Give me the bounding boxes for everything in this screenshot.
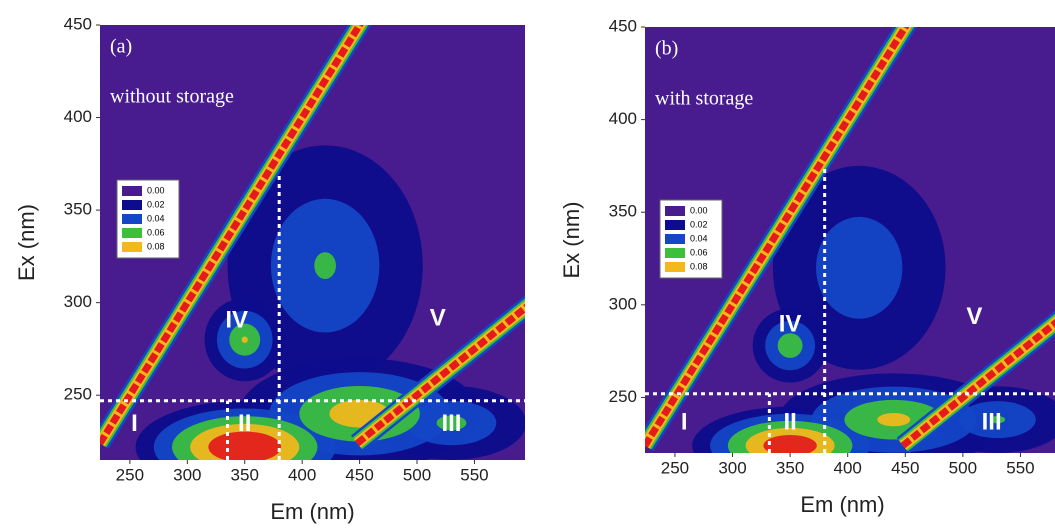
x-tick-label: 300: [173, 465, 201, 484]
subtitle: without storage: [110, 86, 234, 108]
x-tick-label: 550: [1006, 458, 1034, 477]
legend-label: 0.02: [147, 199, 165, 209]
region-label: IV: [779, 311, 802, 338]
legend-swatch: [122, 200, 142, 210]
legend-swatch: [122, 214, 142, 224]
legend-label: 0.02: [690, 219, 708, 229]
x-tick-label: 450: [891, 458, 919, 477]
x-axis-title: Em (nm): [800, 492, 884, 517]
contour-peak: [241, 336, 248, 343]
contour-peak: [877, 413, 911, 427]
scatter-band: [645, 27, 910, 448]
legend-label: 0.04: [147, 213, 165, 223]
scatter-band: [900, 318, 1055, 449]
legend-label: 0.06: [147, 227, 165, 237]
scatter-band: [355, 303, 525, 447]
contour-peak: [436, 415, 467, 431]
contour-peak: [989, 415, 1006, 424]
contour-peak: [763, 434, 817, 453]
legend-swatch: [122, 242, 142, 252]
y-tick-label: 300: [609, 294, 637, 313]
y-tick-label: 300: [64, 292, 92, 311]
contour-peak: [777, 333, 803, 358]
contour-peak: [208, 431, 282, 460]
legend-label: 0.06: [690, 247, 708, 257]
legend-swatch: [665, 206, 685, 216]
legend-swatch: [665, 234, 685, 244]
legend: 0.00 0.02 0.04 0.06 0.08: [659, 199, 723, 279]
region-label: V: [966, 303, 982, 330]
legend-swatch: [665, 220, 685, 230]
x-tick-label: 450: [345, 465, 373, 484]
panel-label: (b): [655, 38, 678, 60]
x-tick-label: 500: [949, 458, 977, 477]
contour-peak: [314, 252, 336, 280]
x-axis-title: Em (nm): [270, 499, 354, 524]
y-tick-label: 400: [64, 107, 92, 126]
region-label: I: [681, 409, 688, 436]
legend-label: 0.00: [147, 185, 165, 195]
contour-peak: [816, 216, 903, 319]
legend-swatch: [122, 228, 142, 238]
y-tick-label: 450: [609, 16, 637, 35]
legend-swatch: [665, 262, 685, 272]
y-tick-label: 350: [64, 200, 92, 219]
legend-label: 0.08: [147, 241, 165, 251]
y-tick-label: 250: [609, 387, 637, 406]
x-tick-label: 300: [718, 458, 746, 477]
subtitle: with storage: [655, 88, 753, 110]
region-label: III: [441, 410, 461, 437]
x-tick-label: 250: [116, 465, 144, 484]
legend-swatch: [122, 186, 142, 196]
legend: 0.00 0.02 0.04 0.06 0.08: [116, 179, 180, 259]
x-tick-label: 500: [403, 465, 431, 484]
y-tick-label: 450: [64, 14, 92, 33]
x-tick-label: 350: [231, 465, 259, 484]
x-tick-label: 400: [834, 458, 862, 477]
scatter-band: [100, 25, 364, 446]
y-tick-label: 400: [609, 109, 637, 128]
legend-swatch: [665, 248, 685, 258]
region-label: II: [238, 410, 251, 437]
legend-label: 0.00: [690, 205, 708, 215]
x-tick-label: 250: [661, 458, 689, 477]
region-label: V: [430, 305, 446, 332]
y-tick-label: 250: [64, 385, 92, 404]
legend-label: 0.08: [690, 261, 708, 271]
region-label: II: [783, 409, 796, 436]
y-axis-title: Ex (nm): [14, 204, 39, 281]
x-tick-label: 350: [776, 458, 804, 477]
legend-label: 0.04: [690, 233, 708, 243]
y-tick-label: 350: [609, 202, 637, 221]
region-label: III: [982, 409, 1002, 436]
x-tick-label: 550: [460, 465, 488, 484]
panel-label: (a): [110, 36, 132, 58]
x-tick-label: 400: [288, 465, 316, 484]
y-axis-title: Ex (nm): [559, 202, 584, 279]
region-label: I: [131, 410, 138, 437]
region-label: IV: [225, 307, 248, 334]
